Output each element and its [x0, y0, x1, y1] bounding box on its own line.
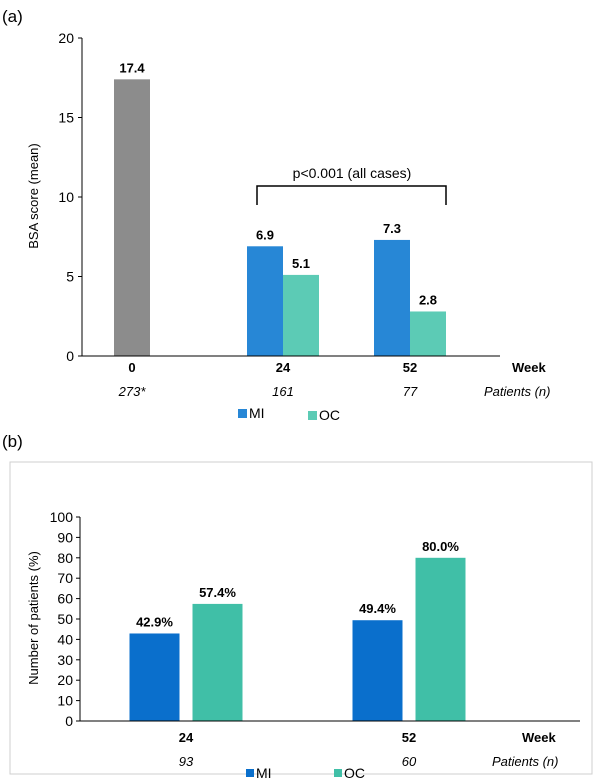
chart-a-value-label-mi-week-52: 7.3 [383, 221, 401, 236]
chart-b-y-tick-2: 20 [57, 672, 73, 688]
chart-a-patients-week-24: 161 [272, 384, 294, 399]
chart-a-value-label-oc-week-24: 5.1 [292, 256, 310, 271]
chart-a-bars [114, 79, 446, 356]
chart-a-patients-label: Patients (n) [484, 384, 550, 399]
chart-b-bar-oc-week-52 [415, 557, 466, 721]
chart-b-category-week-52: 52 [402, 730, 416, 745]
chart-a-value-label-oc-week-52: 2.8 [419, 292, 437, 307]
chart-b-y-tick-10: 100 [50, 509, 74, 525]
chart-b-bar-mi-week-24 [129, 633, 180, 721]
chart-b-y-tick-6: 60 [57, 591, 73, 607]
legend-b-oc-swatch [334, 769, 342, 777]
chart-a-bar-baseline-week-0 [114, 79, 150, 356]
chart-a-bar-oc-week-24 [283, 274, 319, 356]
legend-a-oc-swatch [308, 411, 317, 420]
chart-a-bar-mi-week-52 [374, 239, 410, 356]
chart-b-y-tick-0: 0 [65, 713, 73, 729]
chart-a-bar-mi-week-24 [247, 246, 283, 356]
chart-a-patients-week-52: 77 [403, 384, 418, 399]
chart-a-x-axis-title: Week [512, 360, 546, 375]
chart-b-value-label-oc-week-52: 80.0% [422, 539, 459, 554]
significance-bracket [256, 185, 447, 205]
chart-b-y-axis: 0 10 20 30 40 50 60 70 80 90 100 [50, 509, 80, 729]
legend-a-mi-swatch [238, 409, 247, 418]
chart-a-y-axis: 0 5 10 15 20 [58, 30, 82, 364]
chart-a-category-week-0: 0 [128, 360, 135, 375]
chart-b-y-tick-8: 80 [57, 550, 73, 566]
chart-a-value-label-baseline-week-0: 17.4 [119, 60, 145, 75]
chart-a-y-tick-3: 15 [58, 110, 74, 126]
chart-a-legend: MI OC [238, 405, 340, 423]
chart-b-value-label-oc-week-24: 57.4% [199, 585, 236, 600]
chart-b-data-labels: 42.9% 57.4% 49.4% 80.0% [136, 539, 459, 630]
chart-b-y-axis-title: Number of patients (%) [26, 551, 41, 685]
chart-a-y-axis-title: BSA score (mean) [26, 143, 41, 249]
chart-a-y-tick-4: 20 [58, 30, 74, 46]
legend-a-oc-label: OC [319, 407, 340, 423]
legend-a-mi-label: MI [249, 405, 265, 421]
chart-b-category-week-24: 24 [179, 730, 194, 745]
legend-b-mi-swatch [246, 769, 254, 777]
chart-a-value-label-mi-week-24: 6.9 [256, 227, 274, 242]
panel-b-label: (b) [2, 432, 23, 451]
chart-a-data-labels: 17.4 6.9 5.1 7.3 2.8 [119, 60, 437, 307]
chart-b-bar-mi-week-52 [352, 620, 403, 721]
significance-annotation: p<0.001 (all cases) [293, 165, 412, 181]
chart-b-y-tick-7: 70 [57, 570, 73, 586]
legend-b-oc-label: OC [344, 765, 365, 780]
chart-a-y-tick-0: 0 [66, 348, 74, 364]
chart-a-y-tick-1: 5 [66, 269, 74, 285]
chart-b-y-tick-3: 30 [57, 652, 73, 668]
chart-a-patient-counts: 273* 161 77 [118, 384, 418, 399]
chart-b-value-label-mi-week-52: 49.4% [359, 601, 396, 616]
chart-b-patients-week-52: 60 [402, 754, 417, 769]
chart-b-bars [129, 557, 466, 721]
chart-b-value-label-mi-week-24: 42.9% [136, 614, 173, 629]
chart-b-bar-oc-week-24 [192, 603, 243, 721]
chart-b-patients-label: Patients (n) [492, 754, 558, 769]
chart-a-bar-oc-week-52 [410, 311, 446, 356]
chart-b-category-labels: 24 52 [179, 730, 416, 745]
chart-a-category-labels: 0 24 52 [128, 360, 417, 375]
chart-a-y-tick-2: 10 [58, 189, 74, 205]
chart-b-legend: MI OC [246, 765, 365, 780]
chart-a-category-week-24: 24 [276, 360, 291, 375]
legend-b-mi-label: MI [256, 765, 272, 780]
chart-b-y-tick-9: 90 [57, 529, 73, 545]
chart-a-category-week-52: 52 [403, 360, 417, 375]
chart-b-y-tick-5: 50 [57, 611, 73, 627]
chart-b-patient-counts: 93 60 [179, 754, 417, 769]
chart-a-patients-week-0: 273* [118, 384, 147, 399]
chart-b-frame [9, 461, 593, 775]
chart-b-patients-week-24: 93 [179, 754, 194, 769]
chart-b-y-tick-4: 40 [57, 631, 73, 647]
chart-b-y-tick-1: 10 [57, 693, 73, 709]
panel-a-label: (a) [2, 7, 23, 26]
chart-b-x-axis-title: Week [522, 730, 556, 745]
